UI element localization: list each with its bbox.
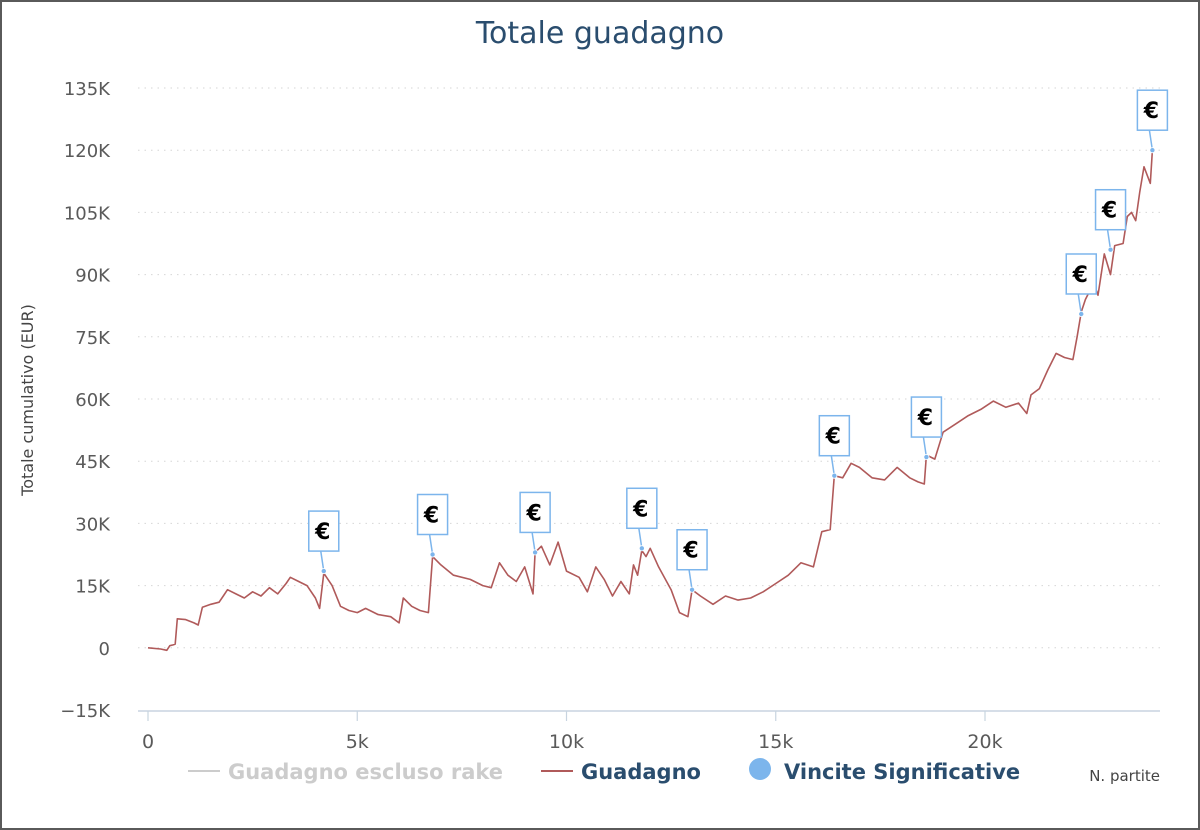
flag-box <box>910 396 943 438</box>
flag-stem <box>638 528 643 549</box>
flag-euro-label: € <box>825 425 841 450</box>
win-flag: € <box>676 528 708 593</box>
flag-stem <box>1106 229 1112 250</box>
flag-euro-label: € <box>1143 99 1159 124</box>
gridlines <box>138 87 1160 649</box>
win-flag: € <box>308 510 340 575</box>
win-flag: € <box>818 414 851 479</box>
flag-stem <box>320 550 325 572</box>
flag-stem <box>531 532 536 553</box>
legend-swatch <box>749 758 771 780</box>
win-point <box>1149 147 1156 154</box>
y-tick-label: 30K <box>75 514 111 535</box>
flag-box <box>1094 188 1127 231</box>
win-flag: € <box>519 491 551 556</box>
x-tick-label: 10k <box>549 731 584 753</box>
flag-box <box>519 491 551 534</box>
win-point <box>320 568 327 575</box>
y-tick-label: −15K <box>60 701 111 722</box>
x-tick-label: 15k <box>758 731 793 753</box>
y-tick-label: 90K <box>75 266 111 287</box>
legend-item[interactable]: Vincite Significative <box>749 758 1020 784</box>
win-point <box>1078 310 1085 317</box>
legend-label: Guadagno escluso rake <box>228 760 503 784</box>
legend-label: Guadagno <box>581 760 701 784</box>
flag-euro-label: € <box>632 497 648 522</box>
y-tick-label: 60K <box>75 390 111 411</box>
y-tick-label: 15K <box>75 577 111 598</box>
win-point <box>689 586 696 593</box>
y-tick-label: 45K <box>75 452 111 473</box>
legend-item[interactable]: Guadagno escluso rake <box>188 760 503 784</box>
win-point <box>923 454 930 461</box>
win-flag: € <box>910 396 943 461</box>
win-point <box>429 551 436 558</box>
x-axis-label: N. partite <box>1089 767 1160 785</box>
y-tick-label: 105K <box>64 203 111 224</box>
flag-box <box>1065 253 1098 295</box>
y-tick-label: 135K <box>64 79 111 100</box>
flag-euro-label: € <box>682 539 698 564</box>
axes <box>138 710 1160 721</box>
y-tick-label: 75K <box>75 328 111 349</box>
flag-euro-label: € <box>423 504 439 529</box>
win-point <box>831 472 838 479</box>
flag-box <box>308 510 340 552</box>
flag-stem <box>688 569 693 590</box>
win-flag: € <box>416 493 449 558</box>
flag-stem <box>830 455 836 476</box>
flag-euro-label: € <box>525 501 541 526</box>
legend-item[interactable]: Guadagno <box>541 760 701 784</box>
win-flag: € <box>1065 253 1098 317</box>
flag-box <box>1136 89 1169 131</box>
chart-title: Totale guadagno <box>475 16 724 51</box>
flag-euro-label: € <box>1072 263 1088 288</box>
flag-stem <box>428 534 434 555</box>
win-flag: € <box>626 487 658 552</box>
flag-euro-label: € <box>314 520 330 545</box>
plot-area <box>147 150 1154 652</box>
win-point <box>532 549 539 556</box>
win-point <box>638 545 645 552</box>
y-tick-labels: 135K 120K 105K 90K 75K 60K 45K 30K 15K 0 −15K <box>60 79 111 722</box>
win-point <box>1107 246 1114 253</box>
x-tick-label: 5k <box>346 731 369 753</box>
y-tick-label: 120K <box>64 141 111 162</box>
flag-box <box>818 414 851 457</box>
x-tick-label: 20k <box>967 731 1002 753</box>
flag-stem <box>922 436 928 458</box>
flag-stem <box>1077 293 1082 315</box>
legend[interactable]: Guadagno escluso rake Guadagno Vincite Sig… <box>188 758 1020 784</box>
flag-box <box>676 528 708 571</box>
y-tick-label: 0 <box>99 639 110 660</box>
flag-euro-label: € <box>917 406 933 431</box>
flag-stem <box>1148 130 1154 151</box>
win-flag: € <box>1136 89 1169 154</box>
x-tick-labels: 0 5k 10k 15k 20k <box>142 731 1003 753</box>
flag-euro-label: € <box>1101 199 1117 224</box>
flag-box <box>416 493 449 536</box>
series-line-guadagno <box>147 150 1154 652</box>
win-flag: € <box>1094 188 1127 253</box>
legend-label: Vincite Significative <box>784 760 1020 784</box>
x-tick-label: 0 <box>142 731 154 753</box>
significant-win-flags: € € € € € € € € € € <box>308 89 1169 593</box>
flag-box <box>626 487 658 530</box>
y-axis-label: Totale cumulativo (EUR) <box>18 304 37 497</box>
